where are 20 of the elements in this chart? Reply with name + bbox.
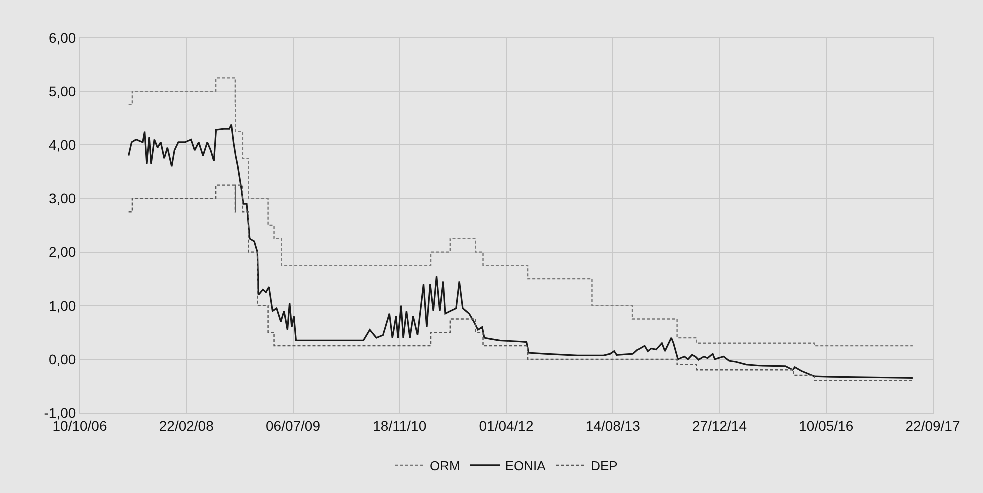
x-tick-label: 10/05/16 — [799, 418, 854, 434]
x-tick-label: 22/09/17 — [906, 418, 960, 434]
x-tick-label: 06/07/09 — [266, 418, 321, 434]
x-tick-label: 14/08/13 — [586, 418, 641, 434]
x-tick-label: 27/12/14 — [692, 418, 748, 434]
x-tick-label: 18/11/10 — [373, 418, 427, 434]
legend-label: EONIA — [505, 458, 546, 474]
line-series — [128, 124, 914, 379]
y-tick-label: 1,00 — [48, 298, 76, 314]
y-tick-label: 2,00 — [48, 244, 76, 260]
y-tick-label: -1,00 — [44, 404, 76, 421]
y-tick-label: 3,00 — [48, 190, 76, 207]
legend-label: ORM — [430, 458, 460, 474]
y-tick-label: 6,00 — [48, 30, 76, 46]
y-tick-label: 0,00 — [48, 351, 76, 368]
y-tick-label: 5,00 — [48, 83, 76, 100]
x-tick-label: 01/04/12 — [479, 418, 534, 434]
legend-label: DEP — [591, 458, 618, 474]
x-tick-label: 22/02/08 — [159, 418, 214, 434]
y-tick-label: 4,00 — [48, 137, 76, 154]
